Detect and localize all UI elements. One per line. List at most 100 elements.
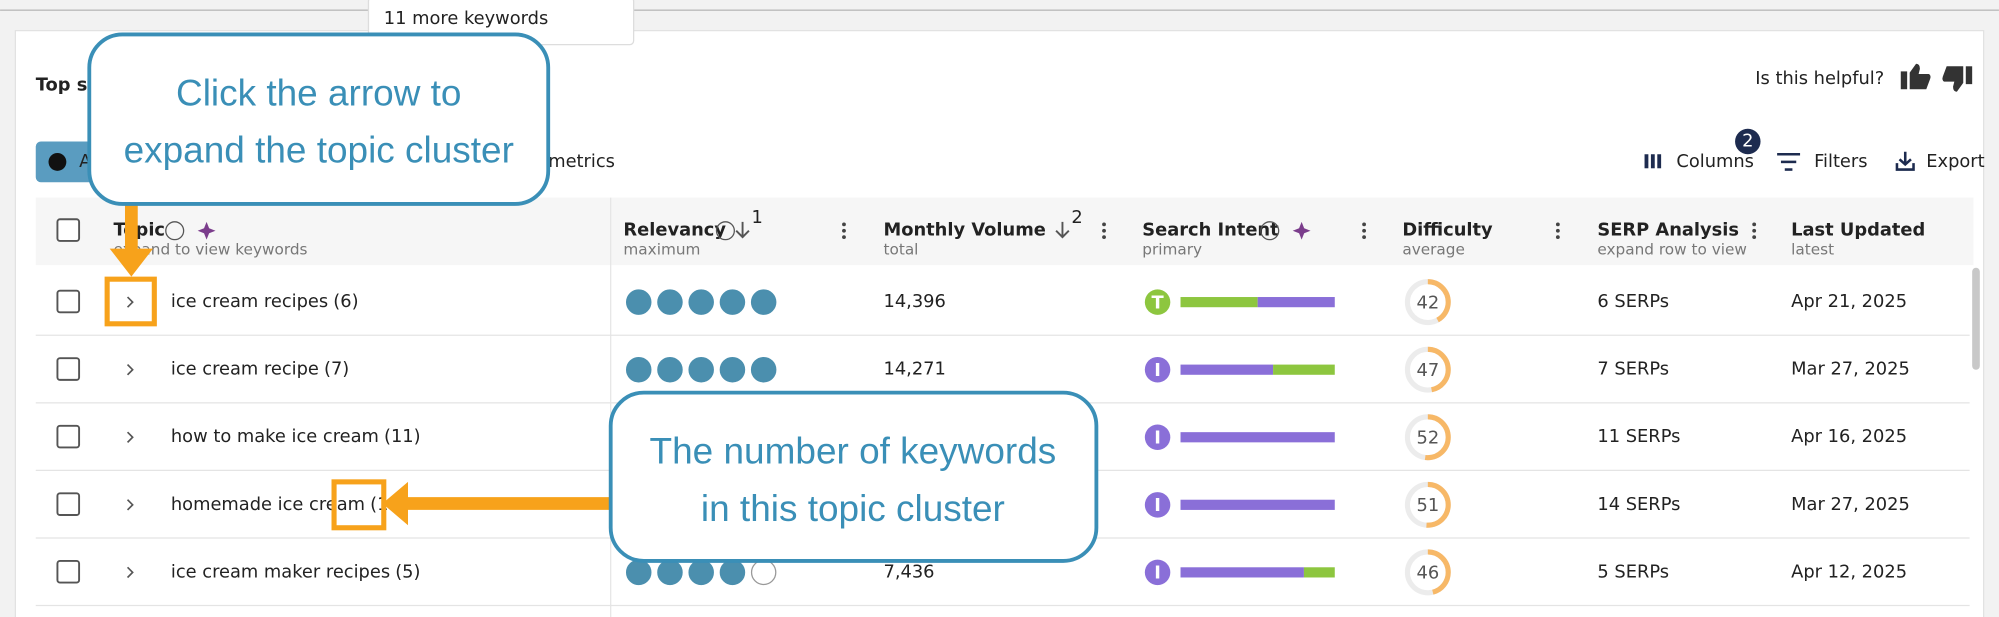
- intent-badge: [1144, 356, 1171, 383]
- relevancy-dots: [625, 289, 777, 315]
- relevancy-dot: [719, 356, 746, 383]
- column-title: SERP Analysis: [1597, 220, 1739, 241]
- callout-arrow-left: [382, 481, 612, 526]
- column-menu-dot: [1362, 235, 1367, 240]
- column-title: Topic: [114, 220, 165, 241]
- monthly-volume: 7,436: [883, 561, 934, 582]
- expand-arrow[interactable]: [126, 566, 134, 579]
- filters-button[interactable]: Filters: [1814, 151, 1867, 172]
- export-button[interactable]: Export: [1926, 151, 1984, 172]
- column-menu-dot: [842, 235, 846, 240]
- column-menu-dot: [1362, 222, 1367, 227]
- intent-letter: I: [1154, 563, 1161, 584]
- serp-count: 11 SERPs: [1597, 426, 1680, 447]
- relevancy-dot: [625, 356, 652, 383]
- difficulty-value: 51: [1416, 495, 1439, 516]
- column-menu-dot: [1752, 228, 1757, 233]
- serp-count: 7 SERPs: [1597, 359, 1669, 380]
- last-updated: Apr 21, 2025: [1791, 291, 1907, 312]
- column-subtitle: average: [1402, 240, 1465, 258]
- intent-badge: [1144, 559, 1171, 586]
- intent-segment: [1273, 364, 1335, 375]
- row-checkbox[interactable]: [56, 424, 81, 449]
- thumbs-up[interactable]: [1900, 63, 1931, 90]
- intent-segment: [1180, 297, 1258, 308]
- relevancy-dot: [657, 289, 683, 315]
- metrics-link[interactable]: metrics: [548, 151, 615, 172]
- columns-badge-count: 2: [1742, 131, 1753, 152]
- annotations: Click the arrow to expand the topic clus…: [87, 32, 1099, 563]
- difficulty-value: 52: [1416, 428, 1439, 449]
- info-icon: [165, 221, 185, 241]
- keyword-count: (6): [333, 291, 358, 312]
- expand-arrow[interactable]: [126, 499, 134, 511]
- column-title: Monthly Volume: [883, 220, 1045, 241]
- row-checkbox[interactable]: [56, 289, 81, 314]
- relevancy-dot: [657, 356, 683, 383]
- expand-arrow[interactable]: [126, 296, 134, 308]
- relevancy-dot: [719, 559, 746, 586]
- intent-segment: [1180, 567, 1304, 578]
- intent-badge: [1144, 289, 1171, 315]
- relevancy-dot: [750, 559, 777, 586]
- difficulty-arc: [1404, 346, 1451, 393]
- intent-badge: [1144, 424, 1171, 451]
- column-menu-dot: [1362, 228, 1367, 233]
- info-icon: [715, 221, 735, 241]
- helpful-text: Is this helpful?: [1755, 68, 1884, 89]
- row-checkbox[interactable]: [56, 559, 81, 584]
- topic-name: ice cream recipe: [171, 359, 319, 380]
- difficulty-value: 42: [1416, 292, 1439, 313]
- relevancy-dot: [719, 289, 746, 315]
- sort-rank: 2: [1071, 207, 1082, 228]
- columns-button[interactable]: Columns: [1676, 151, 1754, 172]
- intent-letter: I: [1154, 495, 1161, 516]
- keyword-count: (5): [395, 561, 420, 582]
- tooltip-text: 11 more keywords: [384, 8, 549, 29]
- topic-name: homemade ice cream: [171, 494, 365, 515]
- last-updated: Apr 16, 2025: [1791, 426, 1907, 447]
- difficulty-arc: [1404, 549, 1451, 596]
- columns-badge: [1735, 128, 1761, 155]
- sort-rank: 1: [751, 207, 762, 228]
- card-title: Top su: [36, 74, 100, 95]
- info-icon: [1260, 221, 1280, 241]
- column-menu-dot: [1555, 228, 1560, 233]
- relevancy-dot: [657, 559, 683, 586]
- columns-icon: [1644, 154, 1662, 169]
- row-checkbox[interactable]: [56, 357, 81, 381]
- column-menu-dot: [1102, 235, 1106, 240]
- column-menu-dot: [1555, 222, 1560, 227]
- sort-arrow: [735, 221, 750, 239]
- select-all-checkbox[interactable]: [56, 218, 81, 242]
- relevancy-dot: [750, 356, 777, 383]
- column-menu-dot: [842, 228, 846, 233]
- column-subtitle: latest: [1791, 240, 1834, 258]
- callout-box: [608, 390, 1099, 563]
- last-updated: Mar 27, 2025: [1791, 359, 1910, 380]
- difficulty-value: 47: [1416, 360, 1439, 381]
- row-checkbox[interactable]: [56, 492, 81, 516]
- callout-arrow-down: [109, 203, 154, 277]
- filter-icon: [1777, 152, 1801, 171]
- callout-text: The number of keywords: [650, 431, 1057, 472]
- highlight-arrow: [104, 276, 157, 327]
- difficulty-value: 46: [1416, 563, 1439, 584]
- column-menu-dot: [1752, 235, 1757, 240]
- intent-segment: [1257, 297, 1335, 308]
- sort-arrow: [1055, 221, 1070, 239]
- column-subtitle: maximum: [623, 240, 700, 258]
- thumbs-down[interactable]: [1942, 66, 1973, 92]
- expand-arrow[interactable]: [126, 431, 134, 443]
- monthly-volume: 14,396: [883, 291, 945, 312]
- add-button[interactable]: [35, 141, 100, 183]
- callout-text: Click the arrow to: [176, 72, 461, 113]
- last-updated: Apr 12, 2025: [1791, 561, 1907, 582]
- intent-segment: [1180, 364, 1274, 375]
- expand-arrow[interactable]: [126, 364, 134, 376]
- keyword-count: (11): [384, 426, 421, 447]
- ai-sparkle: [1292, 221, 1311, 240]
